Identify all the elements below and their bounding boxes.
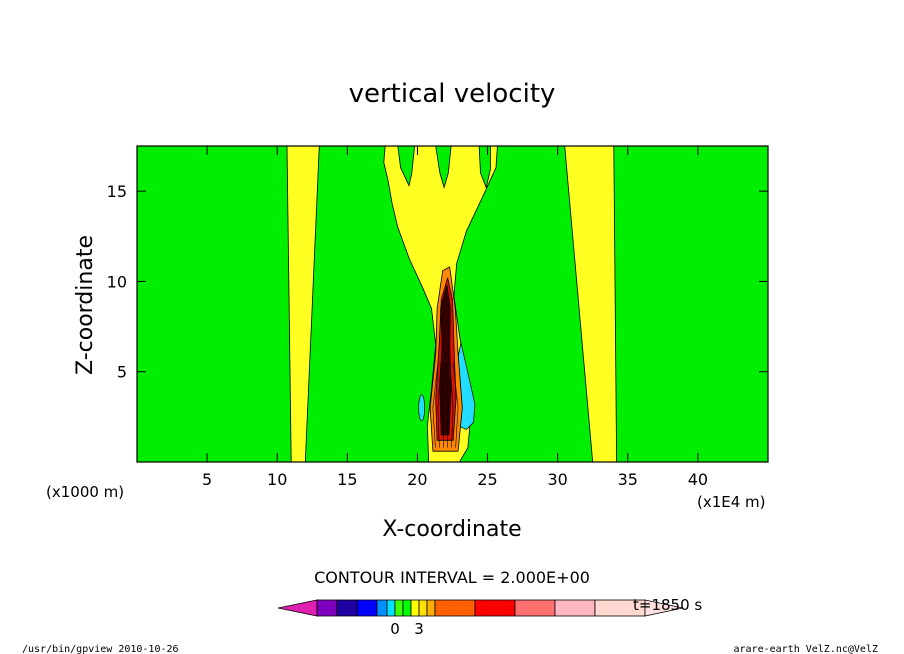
y-axis-label: Z-coordinate [73, 235, 98, 375]
colorbar-high-arrow [644, 599, 684, 617]
x-tick-label: 15 [337, 470, 357, 489]
x-unit-right: (x1E4 m) [697, 493, 766, 511]
core-contour-line [432, 362, 439, 448]
colorbar-cell [402, 599, 412, 617]
colorbar-tick-label: 3 [414, 620, 424, 638]
colorbar-tick-label: 0 [390, 620, 400, 638]
colorbar-cell [356, 599, 378, 617]
core-contour-line [437, 362, 442, 448]
footer-right: arare-earth_VelZ.nc@VelZ [734, 644, 879, 654]
x-tick-label: 30 [547, 470, 567, 489]
x-unit-left: (x1000 m) [46, 483, 124, 501]
core-contour-line [452, 362, 459, 448]
x-tick-label: 10 [267, 470, 287, 489]
x-tick-label: 20 [407, 470, 427, 489]
colorbar-cell [316, 599, 338, 617]
x-axis: 5 10 15 20 25 30 35 40 [202, 146, 708, 489]
colorbar-cell [394, 599, 404, 617]
colorbar-cell [418, 599, 428, 617]
colorbar-cell [474, 599, 516, 617]
time-label: t=1850 s [633, 596, 702, 614]
footer-left: /usr/bin/gpview 2010-10-26 [22, 644, 179, 654]
core-contour-line [446, 362, 449, 448]
y-tick-label: 10 [107, 272, 127, 291]
core-inner [439, 284, 452, 436]
colorbar [277, 599, 684, 617]
colorbar-cell [376, 599, 388, 617]
colorbar-cell [434, 599, 476, 617]
colorbar-cell [410, 599, 420, 617]
contour-field [137, 145, 768, 463]
y-tick-label: 15 [107, 182, 127, 201]
core-contour-line [449, 362, 454, 448]
x-tick-label: 40 [688, 470, 708, 489]
x-tick-label: 35 [618, 470, 638, 489]
x-tick-label: 25 [477, 470, 497, 489]
y-axis: 5 10 15 [107, 182, 768, 382]
plot-frame [136, 145, 769, 463]
y-tick-label: 5 [117, 363, 127, 382]
colorbar-cell [554, 599, 596, 617]
colorbar-cell [514, 599, 556, 617]
core-contour-line [442, 362, 445, 448]
x-axis-label: X-coordinate [382, 517, 521, 542]
contour-interval-text: CONTOUR INTERVAL = 2.000E+00 [314, 568, 590, 587]
chart-title: vertical velocity [349, 79, 556, 109]
downdraft-left [418, 394, 426, 422]
x-tick-label: 5 [202, 470, 212, 489]
colorbar-cell [336, 599, 358, 617]
colorbar-cell [426, 599, 436, 617]
colorbar-low-arrow [277, 599, 318, 617]
colorbar-cell [386, 599, 396, 617]
